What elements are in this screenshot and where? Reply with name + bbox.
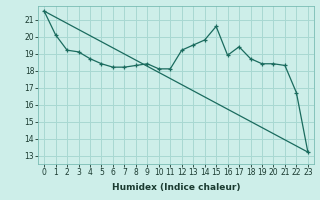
X-axis label: Humidex (Indice chaleur): Humidex (Indice chaleur) <box>112 183 240 192</box>
